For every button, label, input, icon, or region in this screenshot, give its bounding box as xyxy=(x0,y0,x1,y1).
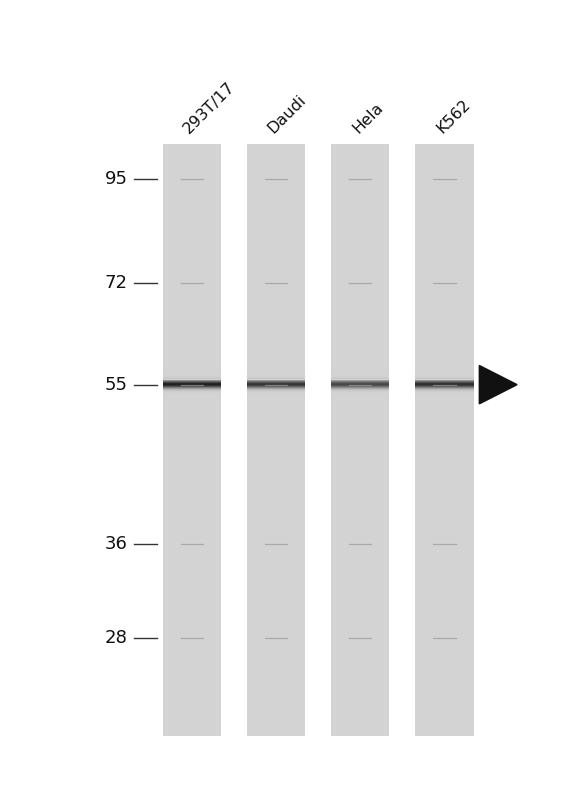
Bar xyxy=(415,144,474,736)
Text: Daudi: Daudi xyxy=(266,92,310,136)
Text: 28: 28 xyxy=(105,630,128,647)
Text: 95: 95 xyxy=(105,170,128,188)
Text: 72: 72 xyxy=(105,274,128,293)
Bar xyxy=(331,144,389,736)
Text: Hela: Hela xyxy=(350,100,386,136)
Text: K562: K562 xyxy=(434,97,474,136)
Text: 293T/17: 293T/17 xyxy=(181,79,238,136)
Text: 55: 55 xyxy=(105,376,128,394)
Bar xyxy=(247,144,305,736)
Bar xyxy=(163,144,221,736)
Text: 36: 36 xyxy=(105,535,128,553)
Polygon shape xyxy=(479,366,517,404)
